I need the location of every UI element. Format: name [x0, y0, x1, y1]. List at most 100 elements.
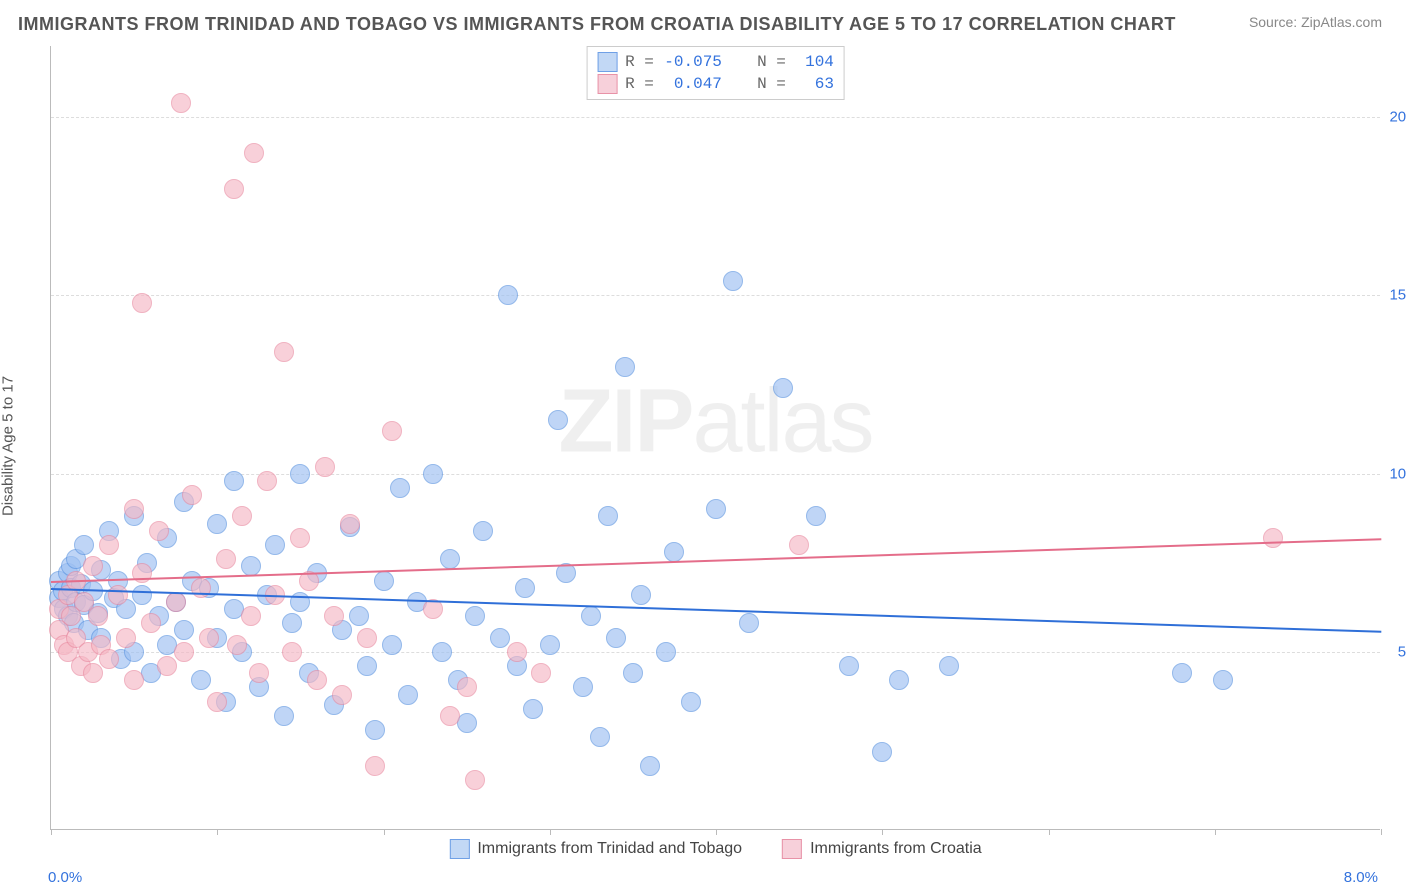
y-tick-label: 10.0% [1389, 465, 1406, 482]
watermark: ZIPatlas [558, 370, 872, 473]
data-point [157, 656, 177, 676]
x-tick [384, 829, 385, 835]
gridline [51, 295, 1380, 296]
data-point [108, 585, 128, 605]
data-point [640, 756, 660, 776]
data-point [382, 421, 402, 441]
data-point [365, 756, 385, 776]
data-point [199, 628, 219, 648]
y-tick-label: 15.0% [1389, 287, 1406, 304]
x-tick [716, 829, 717, 835]
data-point [706, 499, 726, 519]
data-point [440, 549, 460, 569]
data-point [382, 635, 402, 655]
data-point [357, 656, 377, 676]
legend-n-value: 104 [794, 51, 834, 73]
data-point [315, 457, 335, 477]
gridline [51, 474, 1380, 475]
data-point [124, 670, 144, 690]
data-point [224, 471, 244, 491]
data-point [182, 485, 202, 505]
x-tick [550, 829, 551, 835]
data-point [723, 271, 743, 291]
data-point [99, 649, 119, 669]
data-point [839, 656, 859, 676]
data-point [773, 378, 793, 398]
data-point [606, 628, 626, 648]
data-point [282, 642, 302, 662]
x-tick [51, 829, 52, 835]
legend-stats-row: R =0.047 N =63 [597, 73, 834, 95]
x-tick [217, 829, 218, 835]
data-point [590, 727, 610, 747]
data-point [132, 563, 152, 583]
data-point [227, 635, 247, 655]
x-axis-label-max: 8.0% [1344, 869, 1378, 886]
data-point [307, 670, 327, 690]
data-point [241, 606, 261, 626]
data-point [939, 656, 959, 676]
data-point [498, 285, 518, 305]
data-point [507, 642, 527, 662]
data-point [290, 528, 310, 548]
data-point [83, 663, 103, 683]
data-point [324, 606, 344, 626]
data-point [872, 742, 892, 762]
y-axis-title: Disability Age 5 to 17 [0, 376, 17, 516]
source-attribution: Source: ZipAtlas.com [1249, 14, 1382, 30]
data-point [116, 628, 136, 648]
data-point [1213, 670, 1233, 690]
x-tick [882, 829, 883, 835]
data-point [398, 685, 418, 705]
data-point [681, 692, 701, 712]
legend-label: Immigrants from Trinidad and Tobago [477, 840, 742, 858]
legend-swatch [449, 839, 469, 859]
chart-title: IMMIGRANTS FROM TRINIDAD AND TOBAGO VS I… [18, 14, 1176, 35]
data-point [789, 535, 809, 555]
legend-swatch [782, 839, 802, 859]
data-point [216, 549, 236, 569]
legend-n-label: N = [757, 51, 786, 73]
data-point [257, 471, 277, 491]
legend-n-value: 63 [794, 73, 834, 95]
data-point [265, 535, 285, 555]
data-point [623, 663, 643, 683]
data-point [515, 578, 535, 598]
legend-r-value: 0.047 [662, 73, 722, 95]
data-point [171, 93, 191, 113]
data-point [523, 699, 543, 719]
data-point [573, 677, 593, 697]
data-point [132, 293, 152, 313]
data-point [207, 692, 227, 712]
data-point [249, 663, 269, 683]
data-point [656, 642, 676, 662]
legend-label: Immigrants from Croatia [810, 840, 982, 858]
data-point [615, 357, 635, 377]
bottom-legend: Immigrants from Trinidad and Tobago Immig… [449, 839, 981, 859]
y-tick-label: 5.0% [1398, 643, 1406, 660]
data-point [806, 506, 826, 526]
data-point [166, 592, 186, 612]
y-tick-label: 20.0% [1389, 109, 1406, 126]
gridline [51, 117, 1380, 118]
data-point [473, 521, 493, 541]
data-point [124, 499, 144, 519]
data-point [540, 635, 560, 655]
data-point [99, 535, 119, 555]
data-point [349, 606, 369, 626]
data-point [374, 571, 394, 591]
legend-n-label: N = [757, 73, 786, 95]
data-point [74, 535, 94, 555]
legend-swatch [597, 52, 617, 72]
data-point [465, 770, 485, 790]
legend-stats-row: R =-0.075 N =104 [597, 51, 834, 73]
data-point [457, 677, 477, 697]
data-point [631, 585, 651, 605]
legend-item: Immigrants from Trinidad and Tobago [449, 839, 742, 859]
data-point [224, 179, 244, 199]
data-point [423, 464, 443, 484]
legend-r-value: -0.075 [662, 51, 722, 73]
data-point [274, 342, 294, 362]
data-point [548, 410, 568, 430]
data-point [132, 585, 152, 605]
